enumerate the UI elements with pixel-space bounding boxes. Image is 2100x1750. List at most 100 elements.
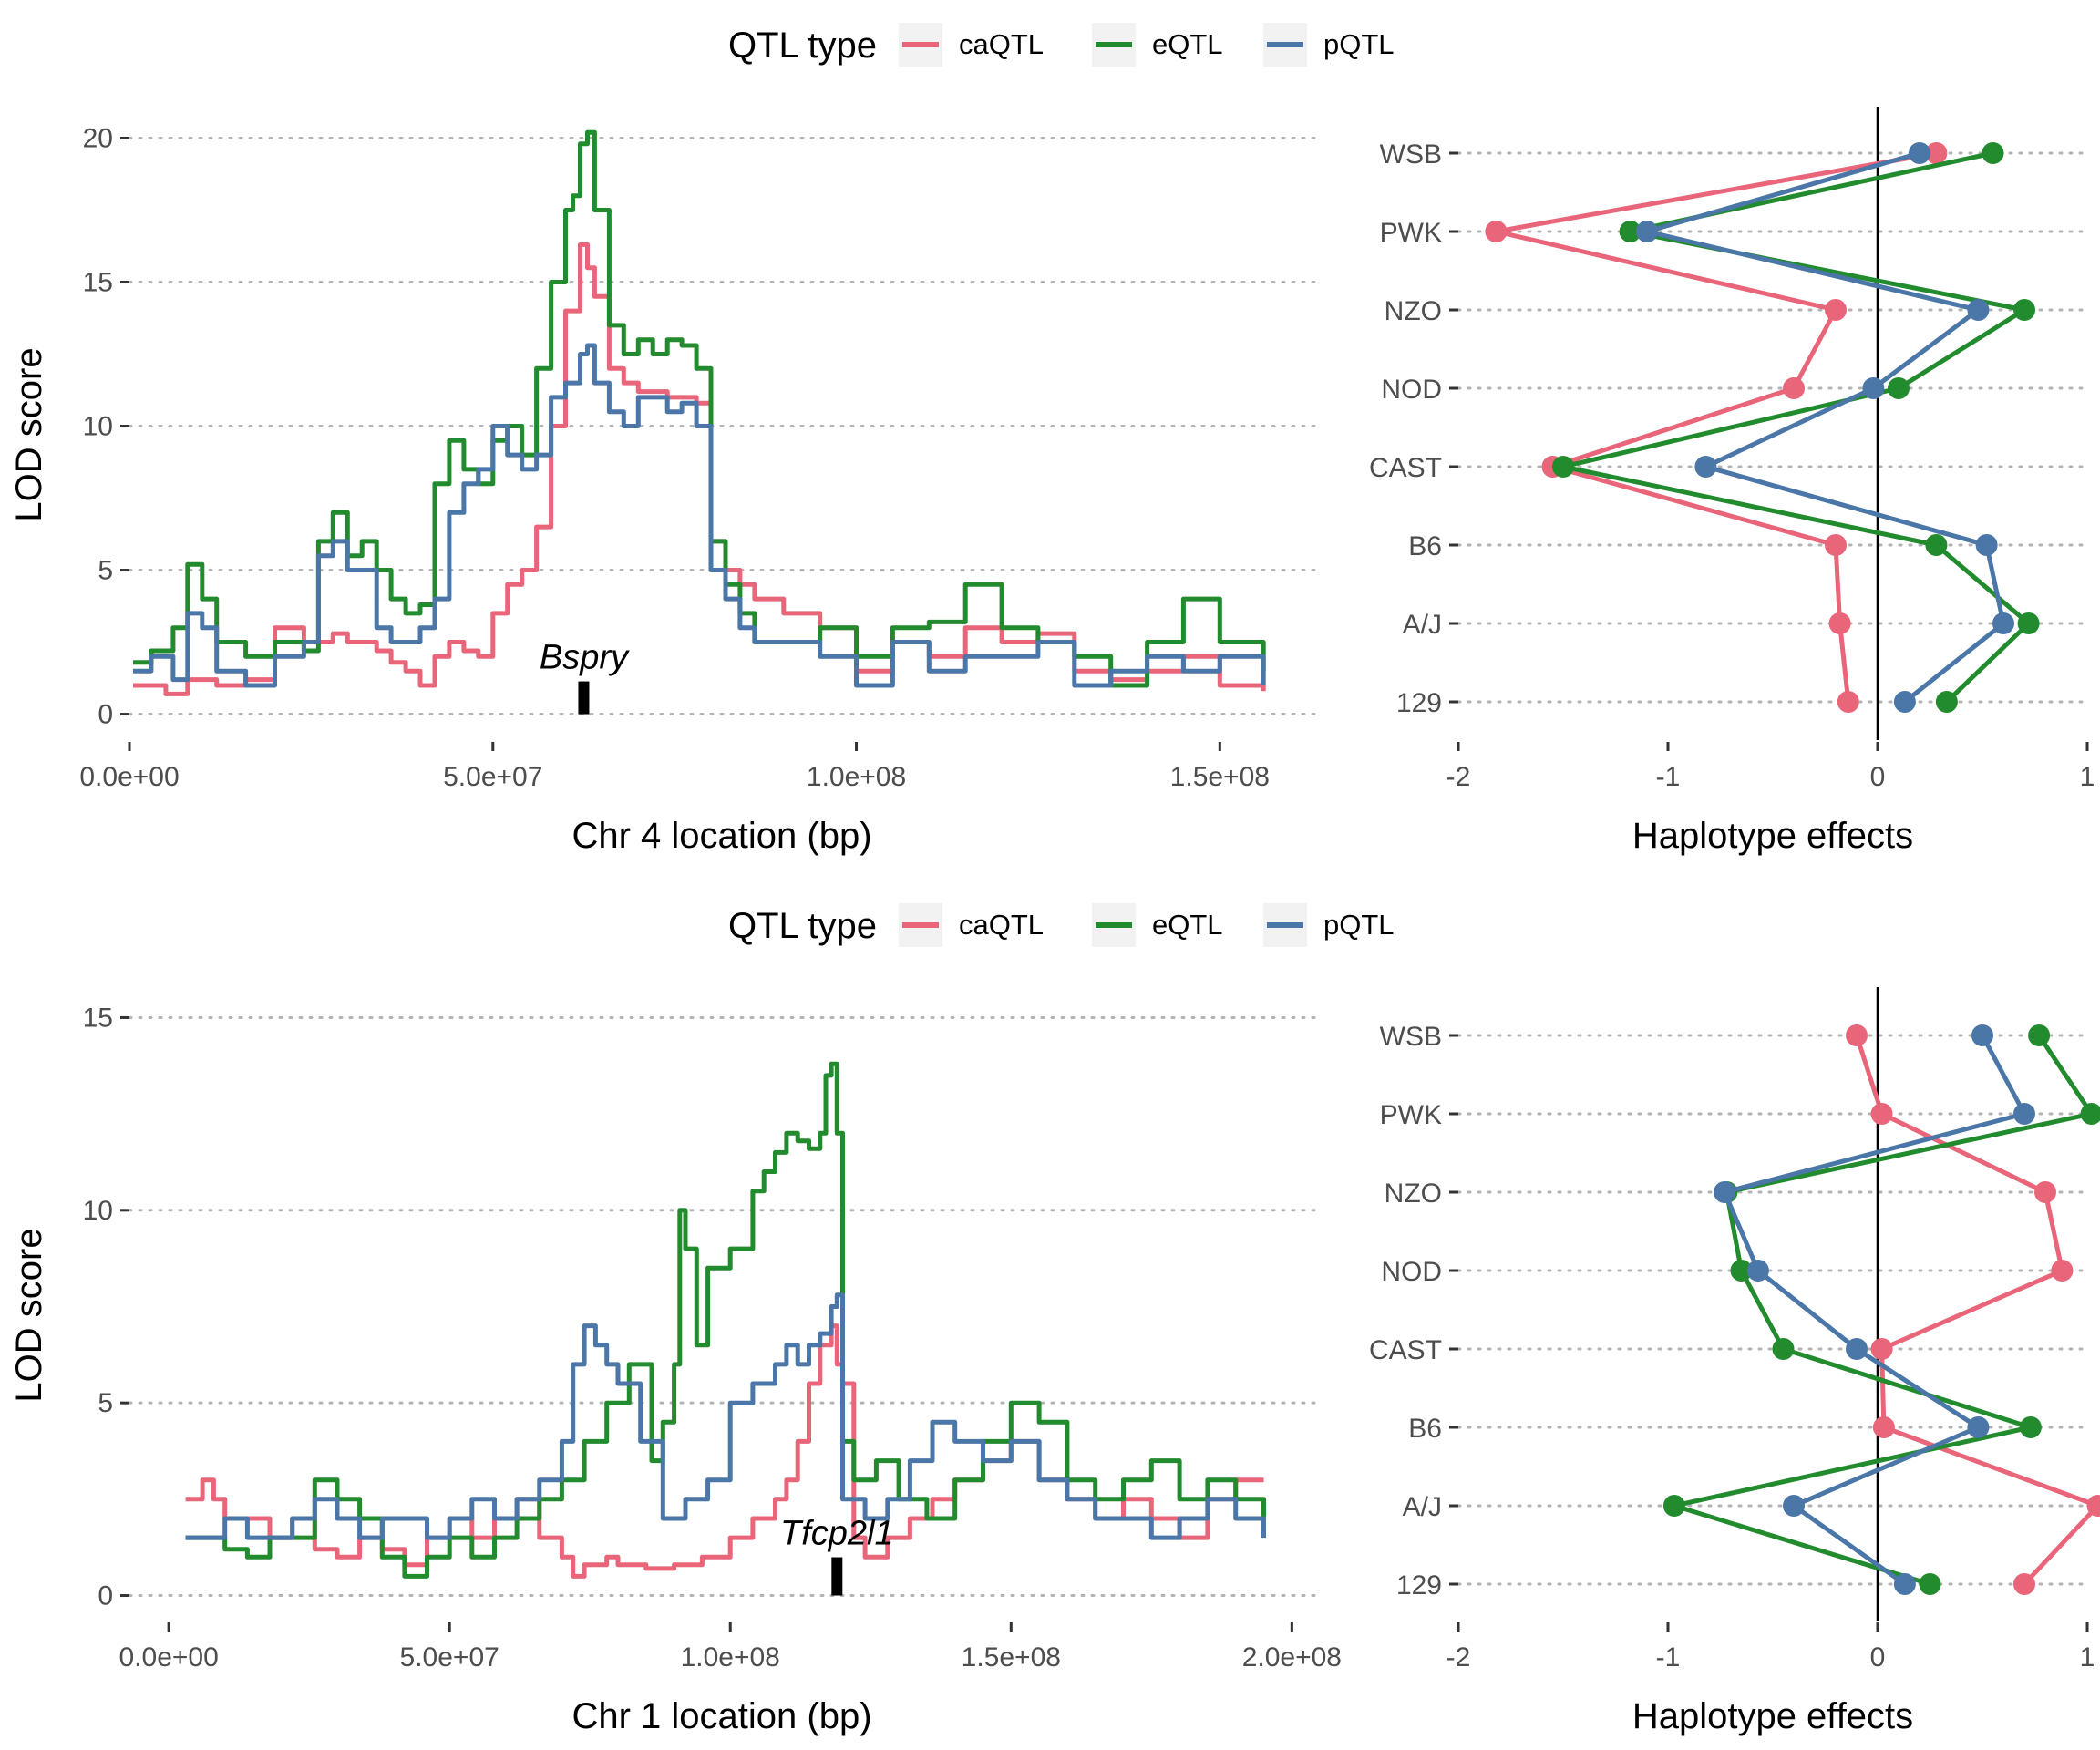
x-axis-title: Chr 1 location (bp) [571,1696,871,1736]
effect-line-caqtl [1493,150,1937,703]
effect-point-caqtl [1828,612,1851,634]
category-label: CAST [1369,1335,1442,1365]
x-axis-title: Haplotype effects [1632,1696,1913,1736]
effect-point-eqtl [1772,1338,1795,1360]
effect-point-caqtl [1837,691,1859,713]
legend-entry-pqtl: pQTL [1263,903,1395,947]
effect-point-pqtl [1714,1181,1736,1203]
x-tick-label: 0.0e+00 [79,762,179,792]
y-tick-label: 15 [83,1003,113,1033]
x-tick-label: 0 [1870,1642,1886,1673]
effect-point-pqtl [1967,299,1990,321]
effect-point-eqtl [1919,1573,1941,1595]
legend-entry-caqtl: caQTL [899,23,1044,67]
effect-point-caqtl [1783,377,1805,399]
x-tick-label: -2 [1446,1642,1471,1673]
effect-point-eqtl [2080,1103,2100,1125]
effect-point-caqtl [2051,1260,2074,1282]
gene-label: Bspry [540,639,630,677]
effect-point-eqtl [1619,221,1642,242]
effect-line-pqtl [1644,150,2006,704]
x-axis-title: Haplotype effects [1632,816,1913,856]
legend-label-pqtl: pQTL [1323,28,1395,60]
lod-line-eqtl [185,1061,1266,1579]
x-tick-label: 1.0e+08 [807,762,906,792]
effect-point-pqtl [1746,1260,1769,1282]
category-label: PWK [1380,1100,1442,1130]
effect-point-caqtl [1846,1024,1868,1046]
effect-point-eqtl [1888,377,1910,399]
x-tick-label: 1 [2080,1642,2095,1673]
y-tick-label: 5 [98,556,113,586]
effect-point-eqtl [1935,691,1958,713]
effect-point-eqtl [1730,1260,1753,1282]
y-tick-label: 20 [83,123,113,153]
x-tick-label: 5.0e+07 [400,1642,499,1673]
y-tick-label: 15 [83,268,113,298]
legend-label-caqtl: caQTL [959,909,1044,941]
x-tick-label: 1.0e+08 [681,1642,780,1673]
category-label: NOD [1381,375,1442,405]
legend-top: QTL type caQTL eQTL pQTL [728,23,1395,67]
x-tick-label: 5.0e+07 [443,762,542,792]
legend-label-caqtl: caQTL [959,28,1044,60]
lod-line-eqtl [133,129,1266,688]
lod-panel-chr4: 0 5 10 15 20 0.0e+00 5.0e+07 1.0e+08 1.5e+08 Bspr… [9,123,1316,856]
effect-point-eqtl [2028,1024,2051,1046]
effect-point-caqtl [2086,1495,2100,1517]
effect-point-eqtl [2013,299,2035,321]
legend-label-eqtl: eQTL [1152,909,1223,941]
y-tick-label: 10 [83,1196,113,1226]
legend-entry-pqtl: pQTL [1263,23,1395,67]
legend-entry-eqtl: eQTL [1092,23,1223,67]
x-tick-label: -1 [1656,762,1681,792]
effect-point-caqtl [1870,1338,1893,1360]
category-label: WSB [1380,1022,1442,1052]
effect-point-pqtl [1862,377,1885,399]
x-axis-title: Chr 4 location (bp) [571,816,871,856]
gene-marker [831,1557,843,1596]
x-tick-label: 1 [2080,762,2095,792]
effect-point-caqtl [1485,221,1508,242]
category-label: B6 [1408,1414,1442,1444]
haplotype-panel-top: WSB PWK NZO NOD CAST B6 A/J 129 -2 -1 0 1 Haplotype … [1369,107,2095,856]
category-label: A/J [1403,610,1442,640]
x-tick-label: -2 [1446,762,1471,792]
category-label: NOD [1381,1257,1442,1287]
y-tick-label: 10 [83,412,113,442]
legend-bottom: QTL type caQTL eQTL pQTL [728,903,1395,947]
effect-point-caqtl [1870,1103,1893,1125]
effect-line-eqtl [1672,1034,2095,1587]
x-tick-label: -1 [1656,1642,1681,1673]
y-axis-title: LOD score [9,347,49,521]
effect-point-caqtl [1825,534,1847,556]
effect-point-caqtl [2013,1573,2035,1595]
x-tick-label: 1.5e+08 [1170,762,1270,792]
x-tick-label: 0.0e+00 [118,1642,218,1673]
category-label: A/J [1403,1492,1442,1522]
effect-point-caqtl [1825,299,1847,321]
effect-point-pqtl [1975,534,1998,556]
legend-label-eqtl: eQTL [1152,28,1223,60]
x-tick-label: 2.0e+08 [1242,1642,1342,1673]
effect-point-caqtl [1925,142,1948,164]
legend-entry-eqtl: eQTL [1092,903,1223,947]
effect-line-caqtl [1854,1035,2100,1586]
legend-entry-caqtl: caQTL [899,903,1044,947]
effect-point-pqtl [2013,1103,2035,1125]
effect-point-caqtl [2034,1181,2056,1203]
effect-point-pqtl [1992,612,2014,634]
category-label: NZO [1385,1179,1442,1209]
category-label: NZO [1385,296,1442,326]
legend-title: QTL type [728,906,877,946]
effect-point-eqtl [1552,456,1574,478]
effect-point-pqtl [1783,1495,1805,1517]
effect-point-eqtl [1925,534,1948,556]
lod-line-caqtl [133,242,1266,696]
effect-point-eqtl [1662,1495,1685,1517]
effect-point-pqtl [1893,691,1916,713]
effect-point-pqtl [1846,1338,1868,1360]
effect-point-pqtl [1694,456,1717,478]
category-label: 129 [1396,688,1442,718]
